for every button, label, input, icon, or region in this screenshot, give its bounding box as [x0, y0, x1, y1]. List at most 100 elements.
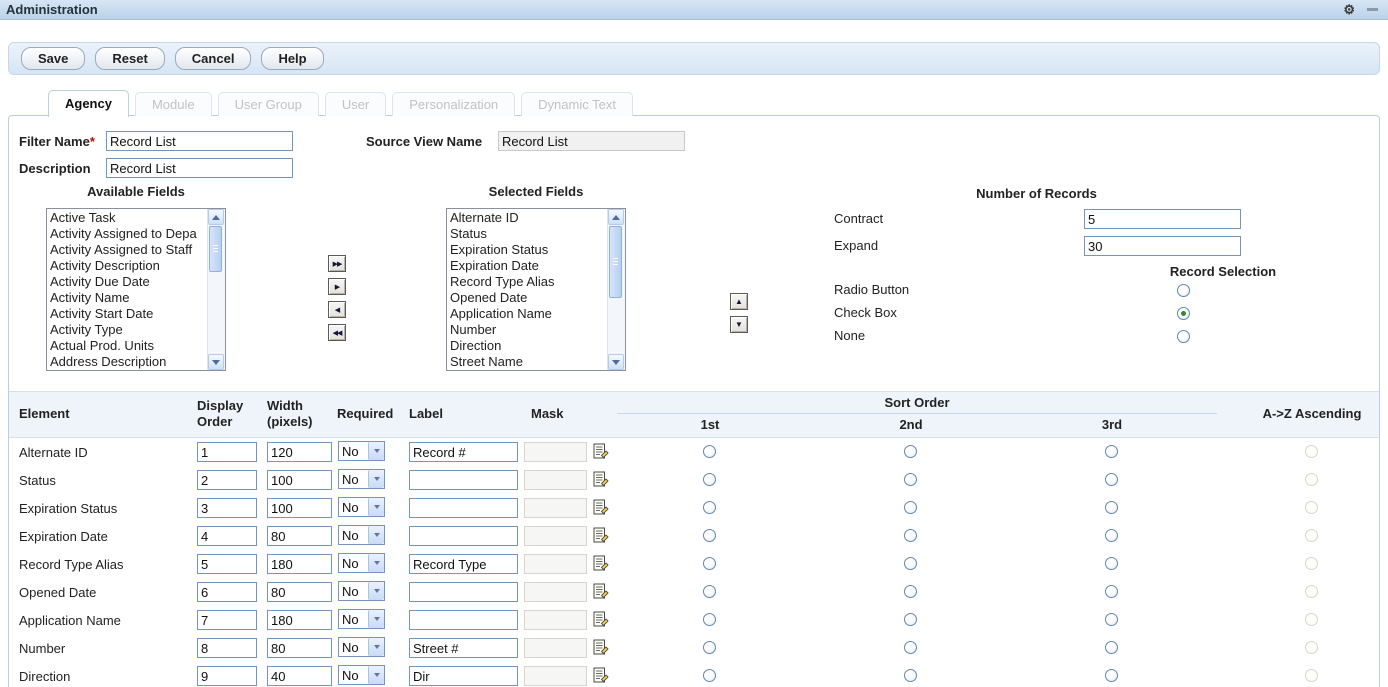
sort-2nd-radio[interactable] — [904, 613, 917, 626]
description-input[interactable] — [106, 158, 293, 178]
required-select[interactable]: No — [338, 609, 385, 629]
selected-fields-listbox[interactable]: Alternate ID Status Expiration Status Expir… — [446, 208, 626, 371]
required-select[interactable]: No — [338, 553, 385, 573]
scrollbar-thumb[interactable] — [609, 226, 622, 298]
list-item[interactable]: Active Task — [50, 210, 116, 225]
display-order-input[interactable] — [197, 554, 257, 574]
sort-1st-radio[interactable] — [703, 529, 716, 542]
sort-2nd-radio[interactable] — [904, 501, 917, 514]
list-item[interactable]: Street Name — [450, 354, 523, 369]
label-input[interactable] — [409, 498, 518, 518]
expand-input[interactable] — [1084, 236, 1241, 256]
width-input[interactable] — [267, 526, 332, 546]
sort-2nd-radio[interactable] — [904, 473, 917, 486]
sort-1st-radio[interactable] — [703, 585, 716, 598]
label-input[interactable] — [409, 554, 518, 574]
list-item[interactable]: Activity Description — [50, 258, 160, 273]
sort-3rd-radio[interactable] — [1105, 529, 1118, 542]
display-order-input[interactable] — [197, 638, 257, 658]
sort-3rd-radio[interactable] — [1105, 473, 1118, 486]
sort-3rd-radio[interactable] — [1105, 501, 1118, 514]
width-input[interactable] — [267, 666, 332, 686]
mask-edit-icon[interactable] — [593, 499, 609, 515]
sort-2nd-radio[interactable] — [904, 585, 917, 598]
required-select[interactable]: No — [338, 637, 385, 657]
list-item[interactable]: Expiration Date — [450, 258, 539, 273]
display-order-input[interactable] — [197, 526, 257, 546]
move-all-left-button[interactable]: ◀◀ — [328, 324, 346, 341]
list-item[interactable]: Activity Due Date — [50, 274, 150, 289]
required-select[interactable]: No — [338, 441, 385, 461]
display-order-input[interactable] — [197, 442, 257, 462]
label-input[interactable] — [409, 582, 518, 602]
list-item[interactable]: Opened Date — [450, 290, 528, 305]
cancel-button[interactable]: Cancel — [174, 47, 252, 70]
mask-edit-icon[interactable] — [593, 667, 609, 683]
sort-3rd-radio[interactable] — [1105, 641, 1118, 654]
sort-2nd-radio[interactable] — [904, 445, 917, 458]
list-item[interactable]: Activity Assigned to Staff — [50, 242, 193, 257]
label-input[interactable] — [409, 638, 518, 658]
display-order-input[interactable] — [197, 666, 257, 686]
move-up-button[interactable]: ▲ — [730, 293, 748, 310]
mask-edit-icon[interactable] — [593, 555, 609, 571]
sort-1st-radio[interactable] — [703, 501, 716, 514]
display-order-input[interactable] — [197, 582, 257, 602]
list-item[interactable]: Alternate ID — [450, 210, 519, 225]
required-select[interactable]: No — [338, 469, 385, 489]
sort-2nd-radio[interactable] — [904, 641, 917, 654]
display-order-input[interactable] — [197, 610, 257, 630]
mask-edit-icon[interactable] — [593, 639, 609, 655]
list-item[interactable]: Activity Type — [50, 322, 123, 337]
label-input[interactable] — [409, 610, 518, 630]
gear-icon[interactable]: ⚙ — [1343, 2, 1355, 17]
help-button[interactable]: Help — [261, 47, 324, 70]
label-input[interactable] — [409, 470, 518, 490]
width-input[interactable] — [267, 638, 332, 658]
sort-1st-radio[interactable] — [703, 641, 716, 654]
tab-agency[interactable]: Agency — [48, 90, 129, 117]
sort-3rd-radio[interactable] — [1105, 585, 1118, 598]
width-input[interactable] — [267, 442, 332, 462]
width-input[interactable] — [267, 610, 332, 630]
move-all-right-button[interactable]: ▶▶ — [328, 255, 346, 272]
scroll-up-icon[interactable] — [608, 209, 624, 225]
move-down-button[interactable]: ▼ — [730, 316, 748, 333]
width-input[interactable] — [267, 554, 332, 574]
list-item[interactable]: Address Description — [50, 354, 167, 369]
list-item[interactable]: Number — [450, 322, 497, 337]
sort-1st-radio[interactable] — [703, 669, 716, 682]
reset-button[interactable]: Reset — [95, 47, 165, 70]
sort-3rd-radio[interactable] — [1105, 613, 1118, 626]
list-item[interactable]: Expiration Status — [450, 242, 549, 257]
save-button[interactable]: Save — [21, 47, 86, 70]
scrollbar-thumb[interactable] — [209, 226, 222, 272]
record-selection-radio[interactable] — [1177, 307, 1190, 320]
display-order-input[interactable] — [197, 498, 257, 518]
mask-edit-icon[interactable] — [593, 443, 609, 459]
list-item[interactable]: Direction — [450, 338, 502, 353]
list-item[interactable]: Record Type Alias — [450, 274, 555, 289]
filter-name-input[interactable] — [106, 131, 293, 151]
required-select[interactable]: No — [338, 497, 385, 517]
sort-1st-radio[interactable] — [703, 445, 716, 458]
minimize-icon[interactable] — [1367, 8, 1378, 11]
required-select[interactable]: No — [338, 525, 385, 545]
mask-edit-icon[interactable] — [593, 471, 609, 487]
list-item[interactable]: Activity Name — [50, 290, 130, 305]
width-input[interactable] — [267, 582, 332, 602]
sort-2nd-radio[interactable] — [904, 529, 917, 542]
list-item[interactable]: Actual Prod. Units — [50, 338, 155, 353]
list-item[interactable]: Status — [450, 226, 487, 241]
label-input[interactable] — [409, 442, 518, 462]
scroll-up-icon[interactable] — [208, 209, 224, 225]
sort-1st-radio[interactable] — [703, 473, 716, 486]
label-input[interactable] — [409, 666, 518, 686]
mask-edit-icon[interactable] — [593, 527, 609, 543]
label-input[interactable] — [409, 526, 518, 546]
width-input[interactable] — [267, 470, 332, 490]
available-fields-scrollbar[interactable] — [207, 209, 225, 370]
sort-3rd-radio[interactable] — [1105, 557, 1118, 570]
required-select[interactable]: No — [338, 581, 385, 601]
list-item[interactable]: Application Name — [450, 306, 552, 321]
